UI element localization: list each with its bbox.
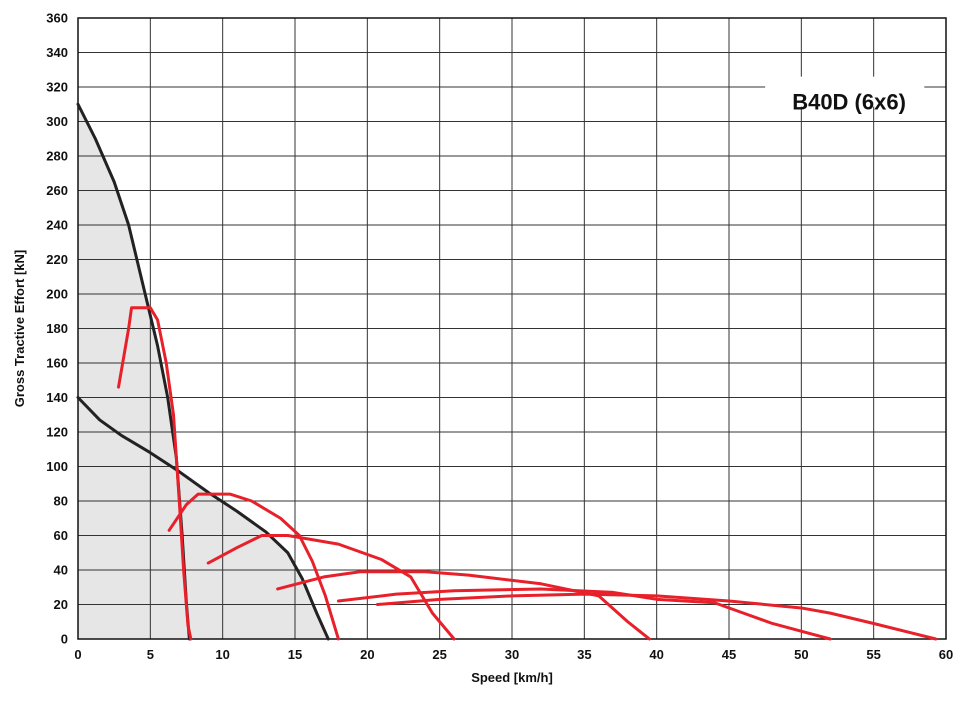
grid-lines	[77, 17, 947, 640]
y-tick-label: 40	[54, 563, 68, 578]
y-tick-label: 140	[46, 390, 68, 405]
x-tick-label: 30	[505, 647, 519, 662]
y-tick-label: 200	[46, 287, 68, 302]
x-tick-label: 50	[794, 647, 808, 662]
x-tick-label: 5	[147, 647, 154, 662]
y-tick-label: 80	[54, 494, 68, 509]
y-tick-label: 300	[46, 114, 68, 129]
x-tick-label: 20	[360, 647, 374, 662]
y-axis-title: Gross Tractive Effort [kN]	[12, 250, 27, 408]
y-tick-label: 340	[46, 45, 68, 60]
y-tick-label: 120	[46, 425, 68, 440]
x-tick-label: 10	[215, 647, 229, 662]
x-tick-label: 55	[866, 647, 880, 662]
gear-curve-6	[276, 570, 651, 641]
y-tick-label: 280	[46, 149, 68, 164]
y-tick-label: 180	[46, 321, 68, 336]
x-tick-label: 15	[288, 647, 302, 662]
chart-title: B40D (6x6)	[792, 90, 906, 115]
x-tick-label: 35	[577, 647, 591, 662]
gear-curve-3	[117, 306, 193, 641]
y-tick-label: 100	[46, 459, 68, 474]
x-tick-label: 25	[432, 647, 446, 662]
y-tick-label: 220	[46, 252, 68, 267]
y-tick-label: 0	[61, 632, 68, 647]
envelope-curve-2	[76, 396, 330, 641]
y-tick-label: 240	[46, 218, 68, 233]
y-tick-label: 20	[54, 597, 68, 612]
x-tick-label: 40	[649, 647, 663, 662]
x-tick-label: 45	[722, 647, 736, 662]
y-tick-label: 60	[54, 528, 68, 543]
x-axis-title: Speed [km/h]	[471, 670, 553, 685]
y-tick-label: 360	[46, 11, 68, 26]
x-tick-label: 0	[74, 647, 81, 662]
plot-frame	[77, 17, 947, 640]
y-tick-label: 320	[46, 80, 68, 95]
x-tick-label: 60	[939, 647, 953, 662]
y-tick-label: 160	[46, 356, 68, 371]
y-tick-label: 260	[46, 183, 68, 198]
chart-title-background	[765, 76, 925, 107]
envelope-shaded-area	[78, 104, 329, 639]
gear-curve-8	[375, 592, 938, 641]
